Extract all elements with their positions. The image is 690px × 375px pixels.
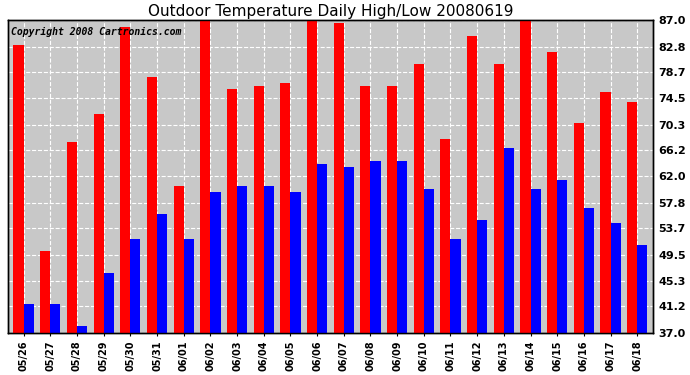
Bar [264, 186, 274, 333]
Bar [573, 123, 584, 333]
Bar [451, 239, 461, 333]
Bar [413, 64, 424, 333]
Bar [174, 186, 184, 333]
Bar [237, 186, 247, 333]
Bar [147, 76, 157, 333]
Bar [520, 17, 531, 333]
Bar [600, 92, 611, 333]
Bar [50, 304, 61, 333]
Bar [477, 220, 487, 333]
Bar [307, 17, 317, 333]
Bar [14, 45, 23, 333]
Bar [184, 239, 194, 333]
Bar [397, 161, 407, 333]
Bar [424, 189, 434, 333]
Bar [334, 24, 344, 333]
Bar [387, 86, 397, 333]
Bar [67, 142, 77, 333]
Bar [504, 148, 514, 333]
Bar [157, 214, 167, 333]
Bar [94, 114, 104, 333]
Bar [120, 27, 130, 333]
Bar [371, 161, 381, 333]
Bar [210, 192, 221, 333]
Bar [558, 180, 567, 333]
Bar [130, 239, 141, 333]
Text: Copyright 2008 Cartronics.com: Copyright 2008 Cartronics.com [11, 27, 181, 37]
Bar [467, 36, 477, 333]
Bar [638, 245, 647, 333]
Bar [360, 86, 371, 333]
Bar [547, 51, 558, 333]
Bar [40, 251, 50, 333]
Bar [531, 189, 541, 333]
Bar [584, 208, 594, 333]
Bar [227, 89, 237, 333]
Bar [317, 164, 327, 333]
Bar [23, 304, 34, 333]
Bar [77, 326, 87, 333]
Bar [280, 83, 290, 333]
Bar [440, 139, 451, 333]
Title: Outdoor Temperature Daily High/Low 20080619: Outdoor Temperature Daily High/Low 20080… [148, 4, 513, 19]
Bar [104, 273, 114, 333]
Bar [493, 64, 504, 333]
Bar [627, 102, 638, 333]
Bar [254, 86, 264, 333]
Bar [290, 192, 301, 333]
Bar [611, 223, 621, 333]
Bar [344, 167, 354, 333]
Bar [200, 17, 210, 333]
